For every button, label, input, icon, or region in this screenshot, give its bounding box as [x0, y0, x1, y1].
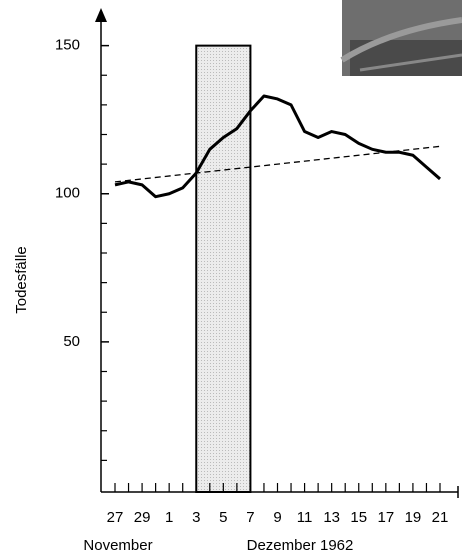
- x-tick-label: 3: [192, 509, 200, 526]
- x-tick-label: 19: [405, 509, 422, 526]
- x-tick-label: 5: [219, 509, 227, 526]
- y-tick-label: 50: [63, 333, 80, 350]
- highlight-band: [195, 44, 252, 493]
- x-tick-label: 17: [377, 509, 394, 526]
- x-tick-label: 13: [323, 509, 340, 526]
- x-tick-label: 1: [165, 509, 173, 526]
- x-tick-label: 15: [350, 509, 367, 526]
- x-tick-label: 21: [432, 509, 449, 526]
- x-tick-label: 7: [246, 509, 254, 526]
- y-axis-arrow: [95, 8, 107, 22]
- y-axis-title: Todesfälle: [13, 246, 30, 314]
- x-tick-label: 9: [273, 509, 281, 526]
- y-tick-label: 150: [55, 37, 80, 54]
- y-tick-label: 100: [55, 185, 80, 202]
- data-line: [114, 94, 441, 199]
- x-tick-label: 27: [107, 509, 124, 526]
- photo-fragment: [340, 0, 462, 76]
- month-label: Dezember 1962: [247, 537, 354, 554]
- month-label: November: [83, 537, 152, 554]
- x-tick-label: 29: [134, 509, 151, 526]
- x-tick-label: 11: [297, 509, 313, 526]
